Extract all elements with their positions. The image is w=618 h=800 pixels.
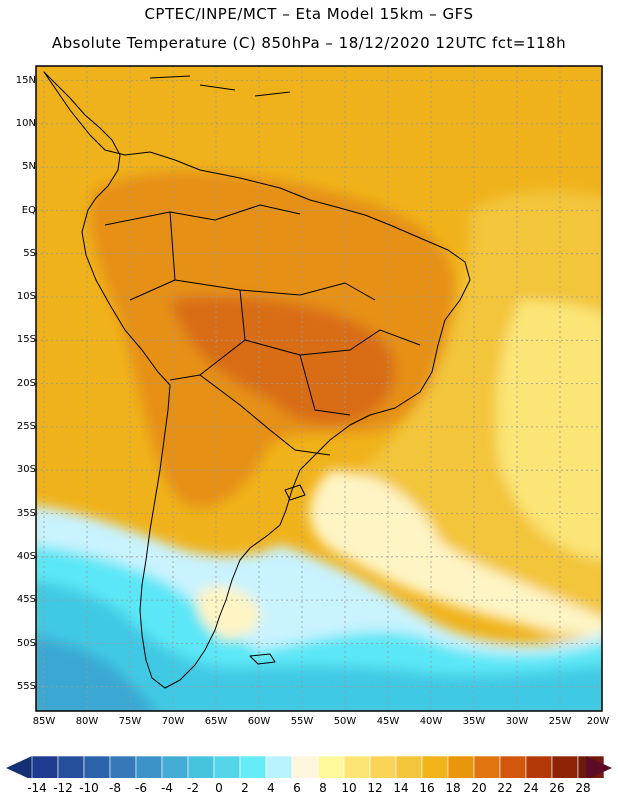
- lon-label: 60W: [247, 716, 271, 727]
- south-america-coastline: [43, 71, 471, 689]
- coastlines: [43, 71, 471, 689]
- temperature-field: [36, 66, 602, 711]
- colorbar-bin: [551, 755, 579, 778]
- field-cold-deeper: [36, 636, 155, 711]
- lat-label: 5N: [22, 161, 36, 172]
- lat-label: 30S: [16, 464, 36, 475]
- caribbean-islands: [149, 75, 291, 97]
- colorbar-label: -12: [53, 781, 73, 795]
- lon-label: 20W: [586, 716, 610, 727]
- colorbar-high-cap: [586, 756, 612, 778]
- field-ocean-cool: [496, 300, 602, 560]
- colorbar-label: 2: [241, 781, 249, 795]
- colorbar: [6, 755, 612, 778]
- colorbar-bin: [135, 755, 163, 778]
- colorbar-label: -8: [109, 781, 121, 795]
- lon-label: 40W: [419, 716, 443, 727]
- colorbar-label: 12: [367, 781, 383, 795]
- colorbar-bin: [213, 755, 241, 778]
- lat-label: 25S: [16, 421, 36, 432]
- colorbar-label: 8: [319, 781, 327, 795]
- lagoa-dos-patos: [284, 484, 306, 501]
- lat-label: 45S: [16, 594, 36, 605]
- lat-label: 35S: [16, 508, 36, 519]
- field-pale-band: [309, 470, 602, 639]
- colorbar-label: -4: [161, 781, 173, 795]
- lon-label: 65W: [204, 716, 228, 727]
- field-cold-deep: [36, 580, 602, 711]
- lon-label: 55W: [290, 716, 314, 727]
- colorbar-label: 16: [419, 781, 435, 795]
- lat-label: 10S: [16, 291, 36, 302]
- colorbar-label: 4: [267, 781, 275, 795]
- lon-label: 70W: [161, 716, 185, 727]
- lat-label: 15N: [15, 75, 36, 86]
- colorbar-bin: [473, 755, 501, 778]
- colorbar-bin: [83, 755, 111, 778]
- colorbar-bin: [187, 755, 215, 778]
- colorbar-label: 28: [575, 781, 591, 795]
- colorbar-low-cap: [6, 756, 32, 778]
- colorbar-label: -10: [79, 781, 99, 795]
- internal-borders: [104, 204, 421, 456]
- lon-label: 50W: [333, 716, 357, 727]
- lon-label: 30W: [505, 716, 529, 727]
- colorbar-label: -14: [27, 781, 47, 795]
- lat-label: 40S: [16, 551, 36, 562]
- lat-label: 55S: [16, 681, 36, 692]
- map-frame: [35, 65, 603, 712]
- colorbar-label: -2: [187, 781, 199, 795]
- colorbar-bin: [369, 755, 397, 778]
- colorbar-bins: [31, 755, 605, 778]
- lat-label: 50S: [16, 638, 36, 649]
- colorbar-label: 20: [471, 781, 487, 795]
- colorbar-label: 22: [497, 781, 513, 795]
- field-pale-patagonia: [196, 586, 261, 640]
- lon-label: 35W: [462, 716, 486, 727]
- colorbar-bin: [317, 755, 345, 778]
- lon-label: 45W: [376, 716, 400, 727]
- colorbar-label: -6: [135, 781, 147, 795]
- lat-label: 20S: [16, 378, 36, 389]
- colorbar-bin: [265, 755, 293, 778]
- colorbar-bin: [395, 755, 423, 778]
- lat-label: EQ: [21, 205, 36, 216]
- colorbar-label: 0: [215, 781, 223, 795]
- colorbar-bin: [525, 755, 553, 778]
- lon-label: 25W: [548, 716, 572, 727]
- falklands-islands: [249, 653, 276, 665]
- colorbar-bin: [291, 755, 319, 778]
- colorbar-label: 6: [293, 781, 301, 795]
- lat-label: 15S: [16, 334, 36, 345]
- lon-label: 80W: [75, 716, 99, 727]
- lat-lon-grid: [36, 66, 602, 711]
- map-title: CPTEC/INPE/MCT – Eta Model 15km – GFS: [144, 5, 474, 23]
- lat-label: 5S: [23, 248, 36, 259]
- colorbar-bin: [499, 755, 527, 778]
- colorbar-label: 24: [523, 781, 539, 795]
- colorbar-label: 10: [341, 781, 357, 795]
- colorbar-bin: [109, 755, 137, 778]
- lon-label: 75W: [118, 716, 142, 727]
- colorbar-label: 18: [445, 781, 461, 795]
- colorbar-bin: [343, 755, 371, 778]
- colorbar-bin: [31, 755, 59, 778]
- colorbar-bin: [421, 755, 449, 778]
- lat-label: 10N: [15, 118, 36, 129]
- field-land-hot: [170, 296, 396, 424]
- colorbar-bin: [57, 755, 85, 778]
- lon-label: 85W: [32, 716, 56, 727]
- colorbar-bin: [161, 755, 189, 778]
- colorbar-label: 26: [549, 781, 565, 795]
- colorbar-bin: [447, 755, 475, 778]
- colorbar-bin: [239, 755, 267, 778]
- colorbar-label: 14: [393, 781, 409, 795]
- map-subtitle: Absolute Temperature (C) 850hPa – 18/12/…: [51, 34, 567, 52]
